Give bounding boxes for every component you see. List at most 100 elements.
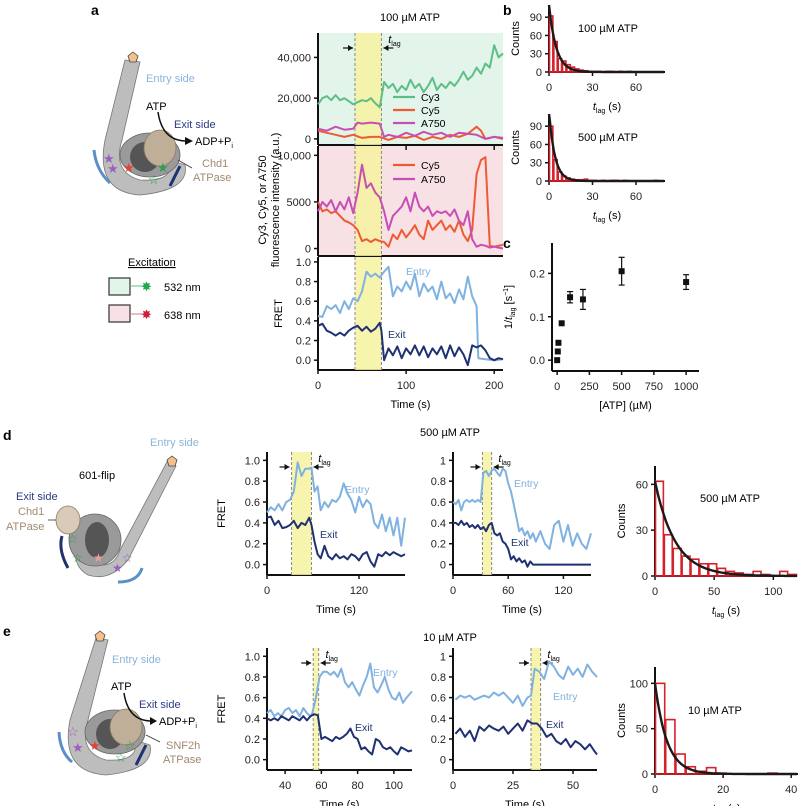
y-tick-label: 50	[636, 724, 648, 736]
y-tick-label: 0.4	[431, 713, 446, 725]
y-axis-label: FRET	[216, 499, 228, 528]
lag-band	[531, 648, 541, 770]
fluorophore-pentagon-icon	[127, 51, 139, 63]
arrowhead-icon	[542, 660, 548, 666]
histogram-bar	[675, 753, 686, 775]
chart-title: 500 µM ATP	[700, 493, 760, 505]
lag-band	[355, 33, 382, 145]
star-green-icon: ☆	[72, 551, 83, 565]
x-tick-label: 100	[764, 586, 782, 598]
trace-label-entry: Entry	[345, 484, 370, 496]
arrowhead-icon	[493, 464, 499, 470]
y-axis-label: FRET	[273, 299, 285, 328]
exit-arrow-icon	[59, 535, 70, 569]
y-tick-label: 0	[305, 244, 311, 256]
entry-arrow-icon	[117, 567, 144, 584]
data-point	[567, 294, 574, 301]
lag-band	[355, 146, 382, 256]
x-axis-label: Time (s)	[502, 604, 542, 616]
x-tick-label: 100	[397, 380, 415, 392]
laser-green-icon: ✸	[141, 279, 152, 294]
series-line-entry	[454, 660, 598, 707]
x-tick-label: 1000	[674, 381, 698, 393]
x-tick-label: 50	[567, 780, 579, 792]
enzyme-label: Chd1	[18, 506, 44, 518]
data-point	[558, 320, 565, 327]
panel-label-e: e	[3, 623, 11, 639]
y-tick-label: 0.6	[245, 497, 260, 509]
y-tick-label: 1.0	[245, 455, 260, 467]
atpase-icon	[55, 505, 81, 535]
y-tick-label: 0	[305, 134, 311, 146]
lag-band	[313, 648, 319, 770]
y-tick-label: 0.2	[245, 734, 260, 746]
series-line-cy3	[317, 44, 504, 109]
y-axis-label: FRET	[216, 694, 228, 723]
legend-label-a750: A750	[421, 118, 446, 130]
adp-label: ADP+Pi	[159, 716, 197, 730]
histogram-bar	[663, 533, 674, 577]
exponential-fit-line	[653, 683, 797, 776]
y-tick-label: 30	[530, 158, 542, 170]
exponential-fit-line	[547, 4, 664, 74]
y-tick-label: 0.2	[296, 336, 311, 348]
arrowhead-icon	[313, 464, 319, 470]
lag-label: tlag	[325, 649, 338, 663]
data-point	[555, 339, 562, 346]
y-axis-label: fluorescence intensity (a.u.)	[270, 133, 282, 268]
charts: 100 µM ATP020,00040,000tlagCy3Cy5A750050…	[216, 4, 798, 806]
x-tick-label: 0	[450, 585, 456, 597]
lag-label: tlag	[547, 649, 560, 663]
nucleosome-schematic-a: ★ ★ ★ ★ ☆ Entry side ATP Exit side ADP+P…	[92, 51, 233, 196]
y-tick-label: 0.0	[296, 355, 311, 367]
y-tick-label: 0.4	[296, 316, 311, 328]
data-point	[579, 296, 586, 303]
x-axis-label: tlag (s)	[712, 803, 740, 806]
series-line-exit	[454, 719, 598, 756]
star-red-icon: ★	[89, 738, 101, 753]
nucleosome-schematic-e: ☆ ★ ★ ☆ ☆ Entry side ATP Exit side ADP+P…	[57, 630, 201, 776]
series-line-entry	[317, 265, 504, 362]
star-purple-icon: ★	[107, 161, 119, 176]
x-axis-label: Time (s)	[505, 799, 545, 806]
chart-title: 10 µM ATP	[423, 632, 477, 644]
histogram-bar	[654, 682, 666, 775]
exit-side-label: Exit side	[16, 491, 58, 503]
arrowhead-icon	[475, 464, 481, 470]
arrowhead-icon	[320, 660, 326, 666]
y-tick-label: 0	[440, 755, 446, 767]
x-tick-label: 0	[546, 82, 552, 94]
y-tick-label: 0.6	[431, 693, 446, 705]
y-tick-label: 0.8	[296, 277, 311, 289]
panel-label-b: b	[503, 2, 512, 18]
excitation-label-638: 638 nm	[164, 310, 201, 322]
y-axis-label: Counts	[510, 21, 522, 56]
x-axis-label: Time (s)	[316, 604, 356, 616]
lag-label: tlag	[318, 453, 331, 467]
y-tick-label: 0.0	[245, 560, 260, 572]
star-red-icon: ★	[93, 551, 104, 565]
y-tick-label: 1.0	[245, 651, 260, 663]
data-point	[683, 279, 690, 286]
arrowhead-icon	[150, 717, 157, 725]
x-tick-label: 30	[586, 82, 598, 94]
y-tick-label: 0	[642, 769, 648, 781]
y-tick-label: 1	[440, 455, 446, 467]
y-tick-label: 0.2	[431, 734, 446, 746]
x-tick-label: 200	[485, 380, 503, 392]
y-tick-label: 0.4	[245, 713, 260, 725]
x-tick-label: 0	[546, 191, 552, 203]
panel-label-d: d	[3, 427, 12, 443]
y-tick-label: 0.1	[530, 312, 545, 324]
trace-label-exit: Exit	[546, 719, 564, 731]
entry-side-label: Entry side	[146, 73, 195, 85]
series-line-a750	[317, 121, 504, 140]
y-tick-label: 90	[530, 121, 542, 133]
entry-side-label: Entry side	[150, 437, 199, 449]
x-tick-label: 0	[652, 784, 658, 796]
leader-line	[177, 159, 193, 169]
x-tick-label: 40	[785, 784, 797, 796]
lag-band	[291, 452, 312, 575]
x-tick-label: 0	[264, 585, 270, 597]
